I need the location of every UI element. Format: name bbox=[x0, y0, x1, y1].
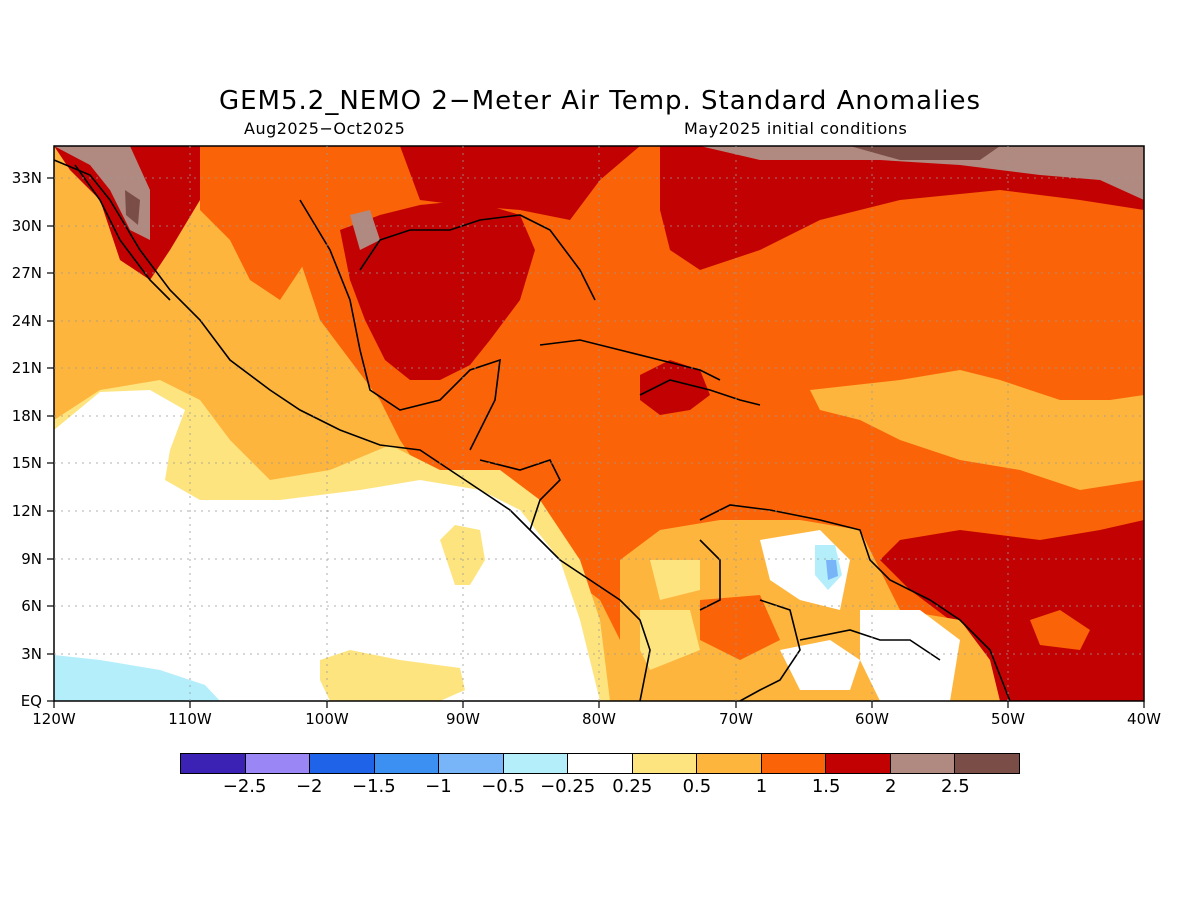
colorbar-label: 0.25 bbox=[612, 776, 653, 797]
colorbar-label: 1.5 bbox=[811, 776, 841, 797]
lon-label: 100W bbox=[305, 710, 349, 728]
colorbar-swatch bbox=[761, 754, 827, 773]
lat-label: EQ bbox=[21, 692, 42, 710]
lon-label: 60W bbox=[855, 710, 889, 728]
lat-label: 21N bbox=[12, 359, 42, 377]
colorbar-label: −2.5 bbox=[222, 776, 267, 797]
colorbar-label: −1.5 bbox=[351, 776, 396, 797]
lat-label: 9N bbox=[21, 550, 42, 568]
lon-label: 120W bbox=[32, 710, 76, 728]
lat-axis-labels: EQ 3N 6N 9N 12N 15N 18N 21N 24N 27N 30N … bbox=[12, 169, 42, 710]
lon-label: 110W bbox=[168, 710, 212, 728]
colorbar-label: 0.5 bbox=[682, 776, 712, 797]
lat-label: 33N bbox=[12, 169, 42, 187]
lon-label: 70W bbox=[719, 710, 753, 728]
colorbar-swatch bbox=[181, 754, 246, 773]
colorbar-swatch bbox=[439, 754, 504, 773]
colorbar-label: −0.25 bbox=[540, 776, 596, 797]
lat-label: 27N bbox=[12, 264, 42, 282]
colorbar-swatch bbox=[568, 754, 633, 773]
colorbar-swatch bbox=[503, 754, 569, 773]
lat-label: 30N bbox=[12, 217, 42, 235]
lat-label: 24N bbox=[12, 312, 42, 330]
colorbar-label: 1 bbox=[755, 776, 768, 797]
colorbar-label: 2 bbox=[885, 776, 897, 797]
map-title: GEM5.2_NEMO 2−Meter Air Temp. Standard A… bbox=[218, 86, 982, 116]
colorbar-swatch bbox=[955, 754, 1019, 773]
initial-conditions: May2025 initial conditions bbox=[684, 119, 908, 138]
colorbar-swatch bbox=[697, 754, 762, 773]
lat-label: 6N bbox=[21, 597, 42, 615]
colorbar bbox=[180, 753, 1020, 774]
lon-label: 80W bbox=[582, 710, 616, 728]
colorbar-swatch bbox=[826, 754, 891, 773]
colorbar-swatch bbox=[374, 754, 440, 773]
colorbar-label: 2.5 bbox=[941, 776, 970, 797]
lon-axis-labels: 120W 110W 100W 90W 80W 70W 60W 50W 40W bbox=[32, 710, 1161, 728]
coastlines bbox=[54, 159, 1011, 701]
colorbar-swatch bbox=[245, 754, 311, 773]
colorbar-swatch bbox=[310, 754, 375, 773]
colorbar-swatch bbox=[632, 754, 698, 773]
lon-label: 90W bbox=[446, 710, 480, 728]
lat-label: 18N bbox=[12, 407, 42, 425]
colorbar-swatch bbox=[890, 754, 956, 773]
gridlines bbox=[54, 146, 1144, 701]
lat-label: 15N bbox=[12, 454, 42, 472]
forecast-period: Aug2025−Oct2025 bbox=[244, 119, 406, 138]
lat-label: 12N bbox=[12, 502, 42, 520]
colorbar-label: −2 bbox=[295, 776, 323, 797]
lon-label: 40W bbox=[1127, 710, 1161, 728]
colorbar-label: −1 bbox=[425, 776, 452, 797]
anomaly-field bbox=[54, 146, 1144, 701]
colorbar-labels: −2.5 −2 −1.5 −1 −0.5 −0.25 0.25 0.5 1 1.5 2 2.5 bbox=[0, 776, 1200, 800]
lat-label: 3N bbox=[21, 645, 42, 663]
colorbar-label: −0.5 bbox=[481, 776, 525, 797]
lon-label: 50W bbox=[991, 710, 1025, 728]
